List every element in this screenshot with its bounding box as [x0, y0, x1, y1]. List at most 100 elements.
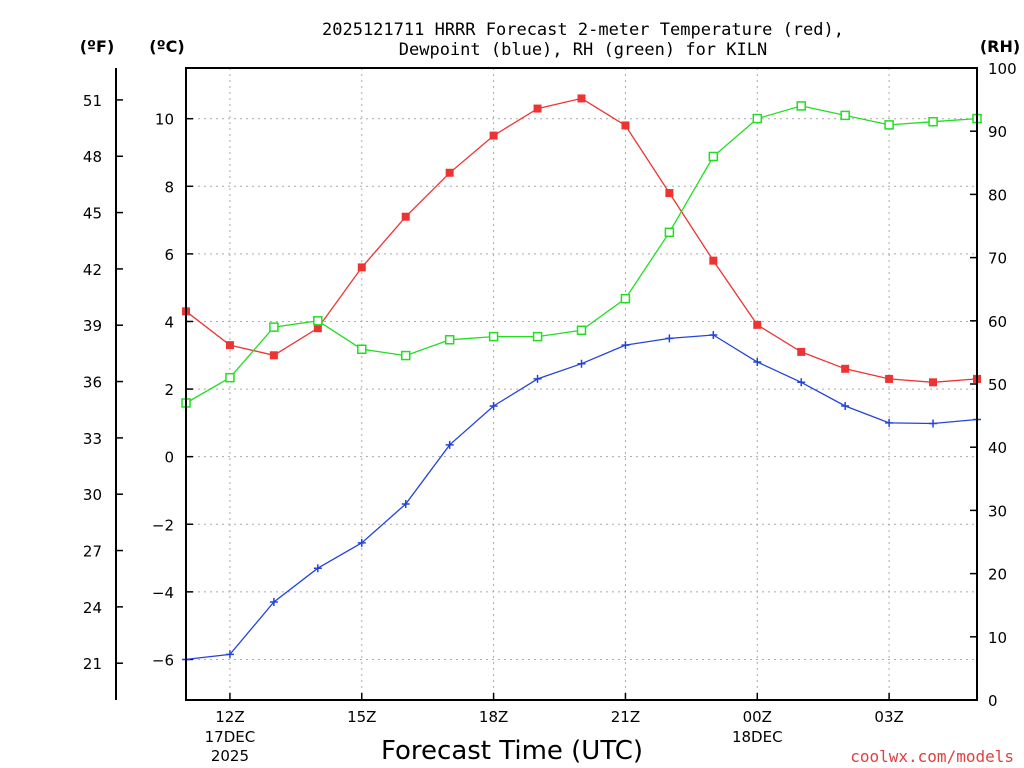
- credit-text: coolwx.com/models: [850, 747, 1014, 766]
- rh-line: [185, 105, 978, 404]
- rh-point: [313, 316, 323, 326]
- 2-meter-temperature-point: [533, 104, 542, 113]
- celsius-unit-label: (ºC): [149, 37, 184, 56]
- dewpoint-point: [445, 440, 454, 449]
- dewpoint-series: [182, 330, 981, 664]
- dewpoint-point: [313, 564, 322, 573]
- dewpoint-point: [225, 650, 234, 659]
- fahrenheit-tick-label: 45: [83, 205, 102, 223]
- 2-meter-temperature-point: [401, 212, 410, 221]
- fahrenheit-axis: 21 24 27 30 33 36 39 42 45 48 51: [83, 68, 123, 700]
- dewpoint-point: [357, 538, 366, 547]
- dewpoint-point: [533, 374, 542, 383]
- date-label: 18DEC: [732, 728, 783, 746]
- celsius-tick-label: −2: [152, 516, 174, 534]
- dewpoint-point: [929, 419, 938, 428]
- time-tick-label: 21Z: [611, 708, 640, 726]
- dewpoint-point: [489, 401, 498, 410]
- 2-meter-temperature-point: [445, 168, 454, 177]
- chart-title-line1: 2025121711 HRRR Forecast 2-meter Tempera…: [322, 20, 844, 40]
- fahrenheit-tick-label: 42: [83, 261, 102, 279]
- rh-point: [708, 151, 719, 162]
- 2-meter-temperature-point: [313, 324, 322, 333]
- fahrenheit-tick-label: 48: [83, 148, 102, 166]
- celsius-tick-label: −6: [152, 651, 174, 669]
- rh-tick-label: 40: [988, 439, 1007, 457]
- 2-meter-temperature-point: [577, 94, 586, 103]
- rh-tick-label: 30: [988, 502, 1007, 520]
- rh-point: [840, 110, 850, 121]
- dewpoint-point: [885, 418, 894, 427]
- 2-meter-temperature-point: [269, 351, 278, 360]
- rh-tick-label: 90: [988, 123, 1007, 141]
- rh-tick-label: 10: [988, 629, 1007, 647]
- rh-tick-label: 70: [988, 250, 1007, 268]
- dewpoint-point: [753, 358, 762, 367]
- fahrenheit-tick-label: 21: [83, 655, 102, 673]
- 2-meter-temperature-point: [753, 320, 762, 329]
- rh-point: [532, 331, 543, 342]
- celsius-tick-label: 8: [164, 178, 174, 196]
- 2-meter-temperature-point: [621, 121, 630, 130]
- 2-meter-temperature-point: [665, 189, 674, 198]
- rh-tick-label: 50: [988, 376, 1007, 394]
- celsius-tick-label: 4: [164, 313, 174, 331]
- 2-meter-temperature-point: [885, 374, 894, 383]
- celsius-tick-label: 6: [164, 246, 174, 264]
- year-label: 2025: [211, 747, 249, 765]
- dewpoint-point: [665, 334, 674, 343]
- rh-point: [225, 372, 235, 383]
- fahrenheit-tick-label: 36: [83, 374, 102, 392]
- dewpoint-point: [577, 359, 586, 368]
- dewpoint-point: [841, 401, 850, 410]
- celsius-tick-label: 0: [164, 449, 174, 467]
- 2-meter-temperature-point: [357, 263, 366, 272]
- rh-point: [796, 101, 806, 111]
- rh-point: [884, 120, 894, 130]
- fahrenheit-tick-label: 51: [83, 92, 102, 110]
- 2-meter-temperature-point: [841, 364, 850, 373]
- time-tick-label: 03Z: [874, 708, 903, 726]
- celsius-tick-label: 2: [164, 381, 174, 399]
- rh-unit-label: (RH): [980, 37, 1020, 56]
- rh-series: [181, 101, 982, 408]
- rh-point: [488, 331, 499, 342]
- dewpoint-line: [185, 334, 978, 661]
- rh-point: [752, 113, 763, 124]
- rh-tick-label: 60: [988, 313, 1007, 331]
- fahrenheit-tick-label: 39: [83, 317, 102, 335]
- time-tick-label: 18Z: [479, 708, 508, 726]
- fahrenheit-unit-label: (ºF): [80, 37, 115, 56]
- 2-meter-temperature-point: [797, 347, 806, 356]
- celsius-tick-label: −4: [152, 584, 174, 602]
- dewpoint-point: [709, 330, 718, 339]
- rh-point: [444, 335, 455, 345]
- date-label: 17DEC: [205, 728, 256, 746]
- rh-tick-label: 100: [988, 60, 1017, 78]
- time-tick-label: 00Z: [743, 708, 772, 726]
- rh-point: [400, 350, 411, 361]
- celsius-tick-label: 10: [155, 111, 174, 129]
- rh-point: [576, 325, 587, 336]
- rh-point: [664, 227, 675, 238]
- dewpoint-point: [621, 341, 630, 350]
- rh-axis: 0 10 20 30 40 50 60 70 80 90 100: [970, 60, 1017, 710]
- data-series: [181, 94, 982, 664]
- rh-tick-label: 0: [988, 692, 998, 710]
- rh-point: [269, 322, 279, 332]
- gridlines: [186, 68, 977, 700]
- fahrenheit-tick-label: 24: [83, 599, 102, 617]
- x-axis-title: Forecast Time (UTC): [381, 736, 643, 766]
- 2-meter-temperature-line: [185, 97, 978, 383]
- rh-point: [357, 344, 367, 354]
- 2-meter-temperature-point: [709, 256, 718, 265]
- 2-meter-temperature-point: [225, 341, 234, 350]
- rh-point: [928, 116, 938, 127]
- time-tick-label: 15Z: [347, 708, 376, 726]
- 2-meter-temperature-point: [929, 378, 938, 387]
- dewpoint-point: [797, 378, 806, 387]
- time-tick-label: 12Z: [215, 708, 244, 726]
- dewpoint-point: [269, 597, 278, 606]
- rh-tick-label: 80: [988, 186, 1007, 204]
